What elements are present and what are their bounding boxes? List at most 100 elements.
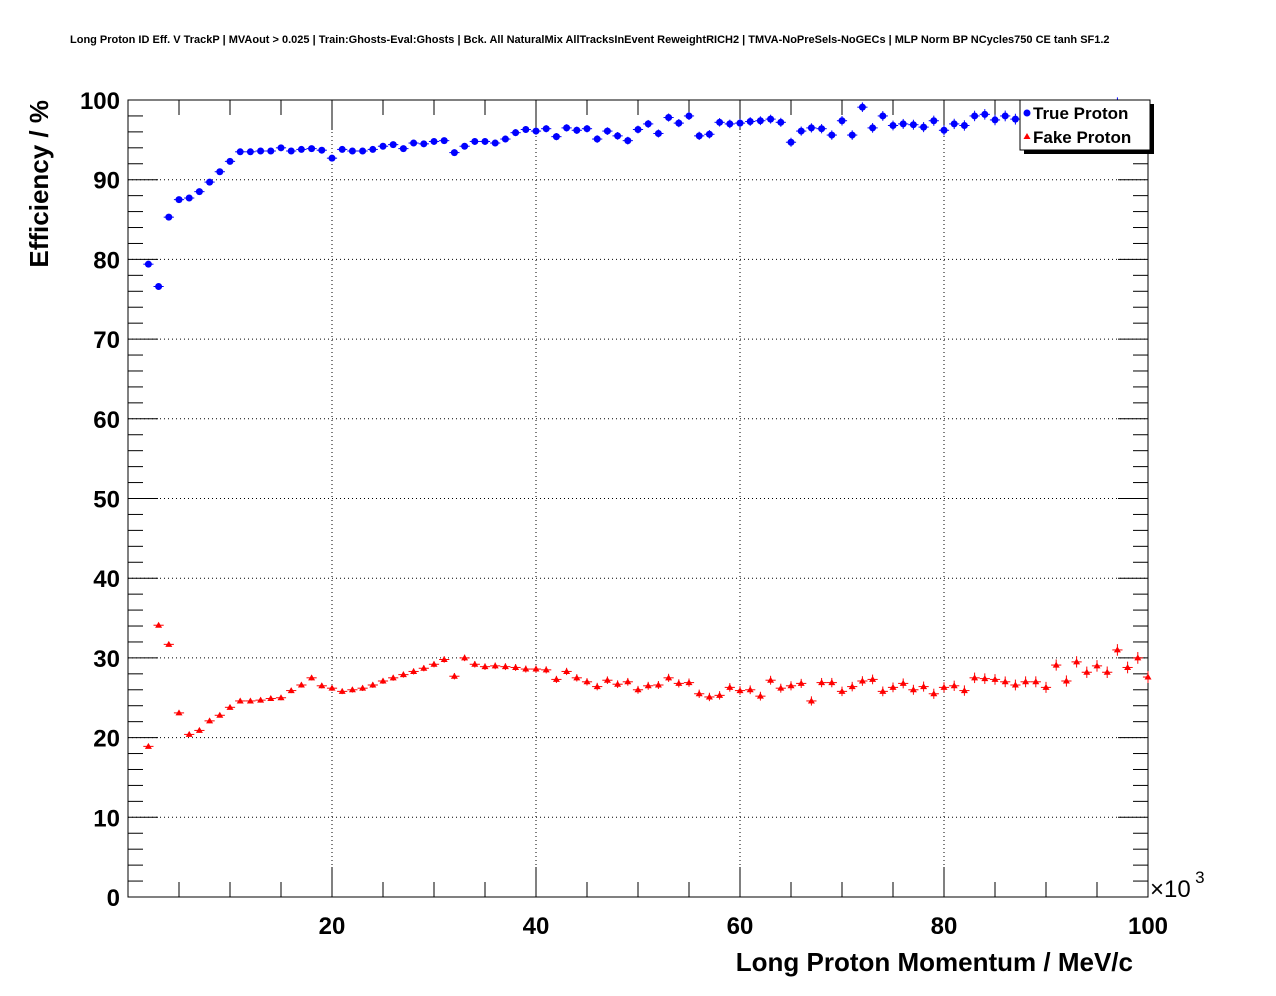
marker-circle xyxy=(920,123,928,131)
marker-triangle xyxy=(858,677,866,684)
marker-circle xyxy=(879,112,887,120)
marker-circle xyxy=(818,125,826,133)
x-tick-label: 60 xyxy=(727,913,754,940)
data-point xyxy=(724,119,735,129)
marker-triangle xyxy=(777,684,785,691)
data-point xyxy=(469,137,480,145)
data-point xyxy=(163,213,174,221)
marker-circle xyxy=(420,140,428,148)
data-point xyxy=(153,282,164,290)
marker-triangle xyxy=(971,674,979,681)
data-point xyxy=(1071,656,1082,668)
marker-triangle xyxy=(532,665,540,672)
data-point xyxy=(581,678,593,686)
data-point xyxy=(173,709,185,716)
data-point xyxy=(745,117,756,126)
marker-circle xyxy=(603,127,611,135)
marker-triangle xyxy=(226,703,234,710)
data-point xyxy=(765,675,776,685)
data-point xyxy=(1132,652,1143,664)
data-point xyxy=(1102,666,1113,679)
data-point xyxy=(255,147,266,155)
marker-circle xyxy=(532,127,540,135)
y-tick-label: 70 xyxy=(93,327,120,354)
data-point xyxy=(235,697,246,704)
marker-triangle xyxy=(644,682,652,689)
marker-triangle xyxy=(746,686,754,693)
data-point xyxy=(337,687,348,695)
data-point xyxy=(928,115,939,126)
marker-triangle xyxy=(165,640,173,647)
y-tick-label: 0 xyxy=(107,885,120,912)
data-point xyxy=(755,116,766,126)
marker-triangle xyxy=(369,681,377,688)
marker-triangle xyxy=(440,655,448,662)
marker-circle xyxy=(267,147,275,155)
data-point xyxy=(1051,659,1062,671)
data-point xyxy=(806,123,817,133)
data-point xyxy=(857,676,868,686)
marker-triangle xyxy=(634,686,642,693)
marker-triangle xyxy=(552,675,560,682)
data-point xyxy=(694,131,705,141)
marker-circle xyxy=(206,178,214,186)
marker-circle xyxy=(165,213,173,221)
data-point xyxy=(500,135,511,143)
marker-circle xyxy=(450,149,458,157)
marker-triangle xyxy=(257,696,265,703)
y-tick-label: 100 xyxy=(80,88,120,115)
marker-triangle xyxy=(450,672,458,679)
marker-circle xyxy=(705,130,713,138)
marker-triangle xyxy=(512,663,520,670)
marker-triangle xyxy=(889,683,897,690)
data-point xyxy=(785,137,797,147)
marker-triangle xyxy=(287,687,295,694)
marker-triangle xyxy=(828,679,836,686)
marker-circle xyxy=(308,145,316,153)
data-point xyxy=(377,142,389,150)
marker-triangle xyxy=(297,681,305,688)
data-point xyxy=(836,116,848,126)
marker-triangle xyxy=(797,679,805,686)
marker-triangle xyxy=(430,660,438,667)
marker-triangle xyxy=(665,674,673,681)
x-tick-label: 100 xyxy=(1128,913,1168,940)
marker-circle xyxy=(491,139,499,147)
marker-triangle xyxy=(818,679,826,686)
data-point xyxy=(694,689,705,698)
data-point xyxy=(143,260,154,268)
data-point xyxy=(908,684,919,695)
data-point xyxy=(1142,671,1152,683)
data-point xyxy=(357,684,368,692)
data-point xyxy=(714,691,725,700)
marker-circle xyxy=(838,117,846,125)
marker-triangle xyxy=(787,682,795,689)
data-point xyxy=(877,686,888,697)
data-point xyxy=(643,119,654,128)
data-point xyxy=(265,147,276,155)
marker-triangle xyxy=(930,690,938,697)
data-point xyxy=(1081,666,1092,678)
data-point xyxy=(418,140,429,148)
marker-circle xyxy=(960,122,968,130)
marker-circle xyxy=(461,142,469,150)
marker-triangle xyxy=(277,694,285,701)
x-tick-label: 20 xyxy=(319,913,346,940)
data-point xyxy=(286,147,297,155)
data-point xyxy=(551,133,562,141)
marker-triangle xyxy=(338,687,346,694)
data-point xyxy=(918,122,929,133)
marker-triangle xyxy=(1073,658,1081,665)
data-point xyxy=(490,139,501,147)
marker-triangle xyxy=(909,686,917,693)
data-point xyxy=(602,127,613,135)
data-point xyxy=(347,686,358,693)
data-point xyxy=(673,119,684,128)
data-point xyxy=(347,147,358,155)
data-point xyxy=(408,139,419,147)
data-point xyxy=(204,178,215,186)
marker-triangle xyxy=(1113,646,1121,653)
x-axis-multiplier: ×10 3 xyxy=(1150,868,1205,903)
data-point xyxy=(275,144,287,152)
data-point xyxy=(612,680,623,689)
